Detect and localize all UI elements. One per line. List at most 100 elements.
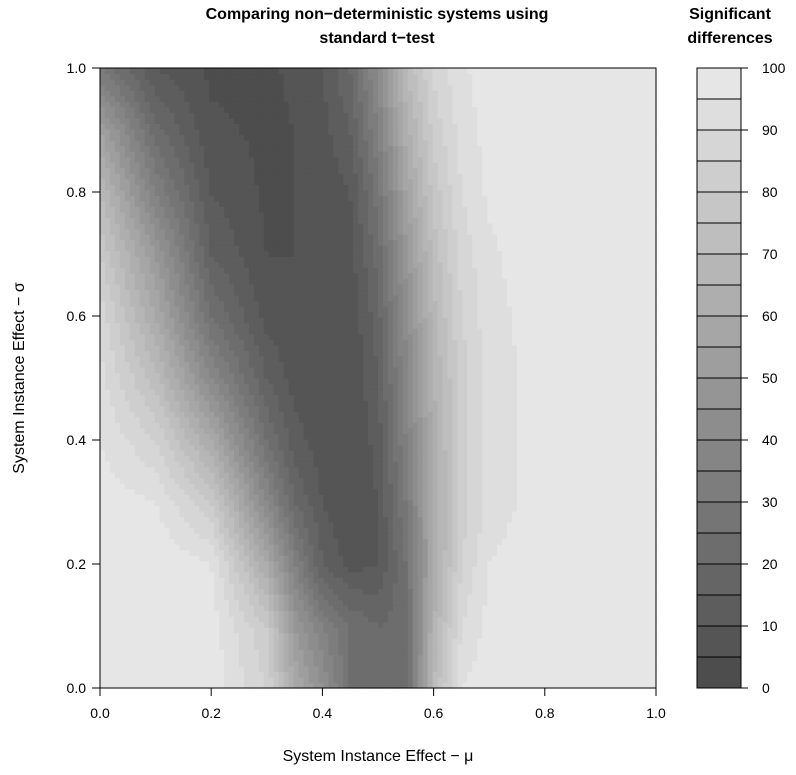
contour-cell <box>407 665 414 672</box>
contour-cell <box>378 527 384 534</box>
contour-cell <box>273 494 280 501</box>
contour-cell <box>239 449 245 457</box>
contour-cell <box>194 521 200 529</box>
contour-cell <box>502 510 508 517</box>
contour-cell <box>442 466 449 473</box>
contour-cell <box>318 549 324 556</box>
contour-cell <box>641 610 647 617</box>
contour-cell <box>641 593 647 601</box>
contour-cell <box>512 566 518 573</box>
contour-cell <box>378 488 384 495</box>
contour-cell <box>268 643 275 650</box>
contour-cell <box>318 533 324 540</box>
contour-cell <box>298 638 305 645</box>
contour-cell <box>462 577 468 584</box>
contour-cell <box>139 593 146 601</box>
contour-cell <box>378 665 384 672</box>
contour-cell <box>114 643 121 650</box>
contour-cell <box>457 488 463 495</box>
contour-cell <box>323 660 329 667</box>
contour-cell <box>631 533 637 540</box>
contour-cell <box>189 682 195 689</box>
contour-cell <box>194 510 200 517</box>
contour-cell <box>100 527 106 534</box>
contour-cell <box>402 527 409 534</box>
contour-cell <box>253 444 260 451</box>
contour-cell <box>353 610 359 617</box>
contour-cell <box>402 466 409 473</box>
contour-cell <box>581 555 588 562</box>
contour-cell <box>293 665 300 672</box>
contour-cell <box>651 472 657 479</box>
contour-cell <box>452 654 459 661</box>
contour-cell <box>387 571 394 578</box>
contour-cell <box>467 566 473 573</box>
contour-cell <box>283 494 290 501</box>
contour-cell <box>258 610 265 617</box>
contour-cell <box>651 566 657 573</box>
contour-cell <box>234 516 240 523</box>
contour-cell <box>214 544 220 551</box>
contour-cell <box>199 510 205 517</box>
contour-cell <box>621 621 627 628</box>
contour-cell <box>397 521 404 529</box>
contour-cell <box>616 521 622 529</box>
contour-cell <box>333 682 339 689</box>
contour-cell <box>512 571 518 578</box>
contour-cell <box>442 527 449 534</box>
contour-cell <box>144 604 151 612</box>
contour-cell <box>119 593 126 601</box>
contour-cell <box>199 449 205 457</box>
contour-cell <box>502 649 508 656</box>
contour-cell <box>343 577 349 584</box>
contour-cell <box>641 533 647 540</box>
contour-cell <box>651 588 657 595</box>
contour-cell <box>517 461 523 468</box>
contour-cell <box>581 461 588 468</box>
contour-cell <box>561 455 568 462</box>
contour-cell <box>646 627 652 634</box>
contour-cell <box>343 588 349 595</box>
contour-cell <box>412 654 419 661</box>
contour-cell <box>268 438 275 446</box>
contour-cell <box>149 638 156 645</box>
contour-cell <box>194 660 200 667</box>
contour-cell <box>492 582 498 589</box>
contour-cell <box>308 560 315 567</box>
contour-cell <box>348 505 354 512</box>
contour-cell <box>214 438 220 446</box>
contour-cell <box>526 560 533 567</box>
contour-cell <box>467 643 473 650</box>
contour-cell <box>263 671 270 678</box>
contour-cell <box>526 577 533 584</box>
contour-cell <box>651 444 657 451</box>
contour-cell <box>472 621 478 628</box>
contour-cell <box>328 621 334 628</box>
contour-cell <box>209 472 215 479</box>
contour-cell <box>437 632 444 639</box>
contour-cell <box>353 438 359 446</box>
contour-cell <box>174 449 181 457</box>
contour-cell <box>159 577 166 584</box>
contour-cell <box>432 654 439 661</box>
contour-cell <box>427 461 434 468</box>
contour-cell <box>487 549 493 556</box>
contour-cell <box>497 477 503 484</box>
contour-cell <box>353 599 359 606</box>
contour-cell <box>179 510 185 517</box>
contour-cell <box>402 505 409 512</box>
contour-cell <box>427 682 434 689</box>
contour-cell <box>248 510 255 517</box>
contour-cell <box>278 599 285 606</box>
contour-cell <box>268 499 275 506</box>
contour-cell <box>224 599 230 606</box>
contour-cell <box>397 632 404 639</box>
contour-cell <box>551 538 558 545</box>
contour-cell <box>149 516 156 523</box>
contour-cell <box>199 499 205 506</box>
contour-cell <box>124 671 131 678</box>
contour-cell <box>551 533 558 540</box>
contour-cell <box>104 571 111 578</box>
contour-cell <box>517 621 523 628</box>
contour-cell <box>636 466 642 473</box>
